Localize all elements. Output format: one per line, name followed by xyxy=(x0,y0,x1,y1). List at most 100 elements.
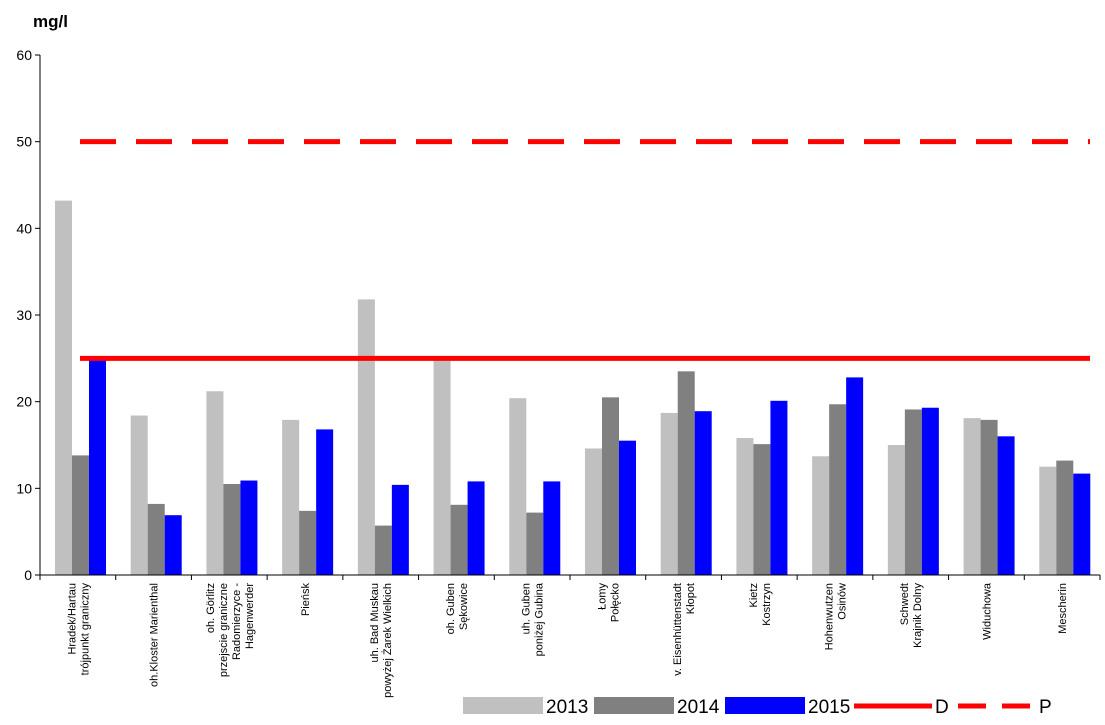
legend-label-2014: 2014 xyxy=(677,697,720,718)
bar-2015-7 xyxy=(619,440,636,575)
bar-2015-13 xyxy=(1073,473,1091,575)
x-category-label-2: oh. Görlitz przejscie graniczne Radomierzy… xyxy=(205,583,256,677)
bar-2014-4 xyxy=(374,525,392,575)
x-category-label-line: oh. Görlitz xyxy=(205,583,217,633)
x-category-label-line: Kietz xyxy=(748,583,760,607)
x-category-label-1: oh.Kloster Marienthal xyxy=(149,583,161,687)
legend-label-D: D xyxy=(935,697,949,718)
bar-2015-2 xyxy=(240,480,258,575)
y-tick-label-20: 20 xyxy=(16,394,32,410)
x-category-label-line: uh. Guben xyxy=(521,583,533,634)
x-category-label-0: Hradek/Hartau trójpunkt graniczny xyxy=(66,583,91,676)
x-category-label-10: Hohenwutzen Osinów xyxy=(824,583,849,650)
bar-2013-0 xyxy=(55,200,72,575)
x-category-label-line: Kłopot xyxy=(685,583,697,614)
bar-2013-8 xyxy=(660,412,678,575)
bar-2013-6 xyxy=(509,398,527,575)
x-category-label-7: Łomy Połęcko xyxy=(596,583,621,623)
x-category-label-line: Hradek/Hartau xyxy=(66,583,78,655)
x-category-label-line: Widuchowa xyxy=(981,582,993,640)
bar-2015-1 xyxy=(164,515,182,575)
bar-2014-11 xyxy=(904,409,922,575)
legend-label-2013: 2013 xyxy=(546,697,588,718)
bar-2013-3 xyxy=(282,419,300,575)
y-tick-label-60: 60 xyxy=(16,47,32,63)
bar-2015-12 xyxy=(997,436,1015,575)
x-category-label-line: Łomy xyxy=(596,583,608,610)
y-tick-label-30: 30 xyxy=(16,307,32,323)
x-category-label-11: Schwedt Krajnik Dolny xyxy=(899,583,924,648)
x-category-label-line: Schwedt xyxy=(899,583,911,625)
x-category-label-line: Sękowice xyxy=(458,583,470,630)
bar-2014-2 xyxy=(223,484,241,575)
x-category-label-line: powyżej Żarek Wielkich xyxy=(381,583,394,698)
legend-swatch-2015 xyxy=(725,697,805,714)
bar-2015-0 xyxy=(89,358,106,575)
x-category-label-9: Kietz Kostrzyn xyxy=(748,583,773,626)
x-category-label-line: oh.Kloster Marienthal xyxy=(149,583,161,687)
bar-2013-10 xyxy=(812,456,830,575)
bar-2014-9 xyxy=(753,444,771,575)
bar-2014-12 xyxy=(980,419,998,575)
legend-label-2015: 2015 xyxy=(808,697,850,718)
bar-2014-0 xyxy=(72,455,89,575)
x-category-label-line: Krajnik Dolny xyxy=(912,583,924,648)
bar-2013-12 xyxy=(963,418,981,575)
bar-2013-4 xyxy=(357,299,375,575)
reference-lines-layer xyxy=(80,139,1090,361)
bar-2014-6 xyxy=(526,512,544,575)
x-category-label-line: Połęcko xyxy=(609,583,621,622)
x-category-label-line: v. Eisenhüttenstadt xyxy=(672,583,684,676)
bar-2013-9 xyxy=(736,438,754,575)
x-category-label-line: uh. Bad Muskau xyxy=(369,583,381,663)
x-category-label-12: Widuchowa xyxy=(981,582,993,640)
x-category-label-line: Osinów xyxy=(837,583,849,620)
bar-2015-5 xyxy=(467,481,485,575)
x-category-label-line: przejscie graniczne xyxy=(218,583,230,677)
bar-2013-11 xyxy=(887,445,905,575)
x-category-label-line: Mescherin xyxy=(1057,583,1069,634)
legend-label-P: P xyxy=(1039,697,1052,718)
x-category-label-line: Hagenwerder xyxy=(244,583,256,649)
bar-2015-11 xyxy=(921,407,939,575)
x-category-label-line: Kostrzyn xyxy=(761,583,773,626)
legend-swatch-2014 xyxy=(594,697,674,714)
bars-layer xyxy=(55,200,1091,575)
x-category-label-8: v. Eisenhüttenstadt Kłopot xyxy=(672,583,697,676)
bar-2014-10 xyxy=(829,404,847,575)
x-category-label-4: uh. Bad Muskau powyżej Żarek Wielkich xyxy=(369,583,394,698)
x-category-label-line: Pieńsk xyxy=(300,583,312,617)
x-category-label-line: oh. Guben xyxy=(445,583,457,634)
bar-2015-6 xyxy=(543,481,561,575)
x-category-label-3: Pieńsk xyxy=(300,583,312,617)
bar-2013-2 xyxy=(206,391,224,575)
x-category-label-13: Mescherin xyxy=(1057,583,1069,634)
x-category-label-line: Radomierzyce - xyxy=(231,583,243,660)
y-tick-label-10: 10 xyxy=(16,480,32,496)
bar-2014-8 xyxy=(677,371,695,575)
y-tick-label-40: 40 xyxy=(16,220,32,236)
legend-swatch-2013 xyxy=(463,697,543,714)
axes-layer: 0 10 20 30 40 50 60 xyxy=(16,47,1101,583)
x-category-label-6: uh. Guben poniżej Gubina xyxy=(521,582,546,656)
x-category-label-line: poniżej Gubina xyxy=(534,582,546,656)
bar-2015-9 xyxy=(770,400,788,575)
x-category-label-line: Hohenwutzen xyxy=(824,583,836,650)
bar-2015-4 xyxy=(391,484,409,575)
bar-2013-7 xyxy=(585,448,602,575)
bar-2014-3 xyxy=(299,510,317,575)
legend: 2013 2014 2015 D P xyxy=(463,697,1052,718)
bar-2015-10 xyxy=(846,377,864,575)
x-category-label-5: oh. Guben Sękowice xyxy=(445,583,470,634)
y-tick-label-50: 50 xyxy=(16,134,32,150)
y-axis-unit-label: mg/l xyxy=(33,12,68,31)
x-labels-layer: Hradek/Hartau trójpunkt graniczny oh.Klost… xyxy=(66,582,1069,698)
bar-2014-5 xyxy=(450,504,468,575)
bar-2013-13 xyxy=(1039,466,1057,575)
bar-2015-8 xyxy=(694,411,712,575)
bar-2014-13 xyxy=(1056,460,1074,575)
bar-2013-5 xyxy=(433,358,451,575)
bar-2013-1 xyxy=(130,415,148,575)
